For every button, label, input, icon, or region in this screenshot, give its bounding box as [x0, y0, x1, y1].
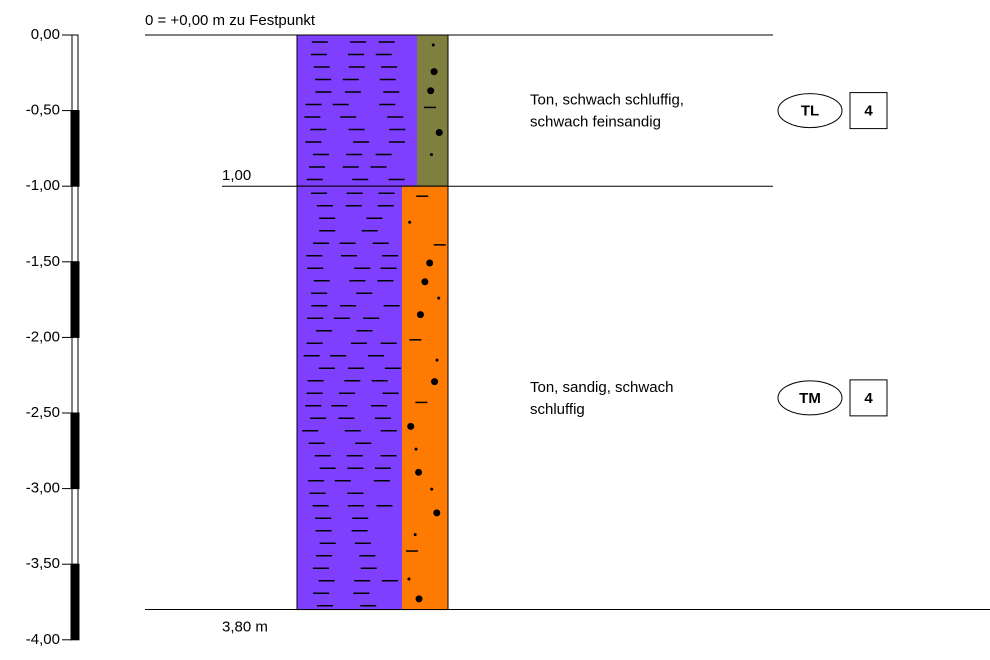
scale-label: -1,50 — [26, 253, 60, 270]
scale-label: -4,00 — [26, 631, 60, 648]
soil-class: 4 — [864, 103, 873, 120]
soil-main — [297, 35, 417, 187]
soil-side — [402, 186, 448, 610]
depth-label: 3,80 m — [222, 619, 268, 636]
pattern-dot — [437, 296, 441, 300]
header: 0 = +0,00 m zu Festpunkt — [145, 12, 316, 29]
pattern-dot — [407, 422, 415, 430]
pattern-dot — [427, 87, 435, 95]
class-box — [849, 92, 888, 130]
depth-label: 1,00 — [222, 167, 251, 184]
scale-segment — [70, 110, 80, 187]
scale-label: -2,50 — [26, 404, 60, 421]
scale-segment — [71, 336, 79, 414]
layer-description: Ton, sandig, schwach — [530, 379, 673, 396]
pattern-dot — [435, 358, 439, 362]
soil-main — [297, 186, 402, 610]
scale-label: 0,00 — [31, 26, 60, 43]
pattern-dot — [415, 595, 423, 603]
scale-label: -0,50 — [26, 102, 60, 119]
scale-segment — [70, 563, 80, 641]
pattern-dot — [433, 509, 441, 517]
scale-segment — [70, 261, 80, 338]
pattern-dot — [416, 311, 424, 319]
pattern-dot — [430, 487, 434, 491]
pattern-dot — [413, 533, 417, 537]
soil-class: 4 — [864, 390, 873, 407]
scale-label: -2,00 — [26, 328, 60, 345]
scale-segment — [71, 34, 79, 112]
pattern-dot — [431, 378, 439, 386]
soil-code: TM — [799, 390, 821, 407]
soil-code: TL — [801, 103, 819, 120]
layer-description: Ton, schwach schluffig, — [530, 92, 684, 109]
scale-segment — [71, 185, 79, 263]
pattern-dot — [430, 68, 438, 76]
pattern-dot — [431, 43, 435, 47]
pattern-dot — [408, 220, 412, 224]
scale-segment — [70, 412, 80, 490]
layer-description: schluffig — [530, 401, 585, 418]
scale-label: -3,00 — [26, 480, 60, 497]
scale-segment — [71, 488, 79, 565]
scale-label: -3,50 — [26, 555, 60, 572]
scale-label: -1,00 — [26, 177, 60, 194]
soil-side — [417, 35, 448, 187]
pattern-dot — [426, 259, 434, 267]
pattern-dot — [415, 468, 423, 476]
pattern-dot — [435, 128, 443, 136]
pattern-dot — [407, 577, 411, 581]
code-ellipse — [777, 93, 843, 129]
pattern-dot — [421, 278, 429, 286]
code-ellipse — [777, 380, 843, 416]
layer-description: schwach feinsandig — [530, 114, 661, 131]
pattern-dot — [414, 447, 418, 451]
pattern-dot — [429, 153, 433, 157]
class-box — [849, 379, 888, 417]
